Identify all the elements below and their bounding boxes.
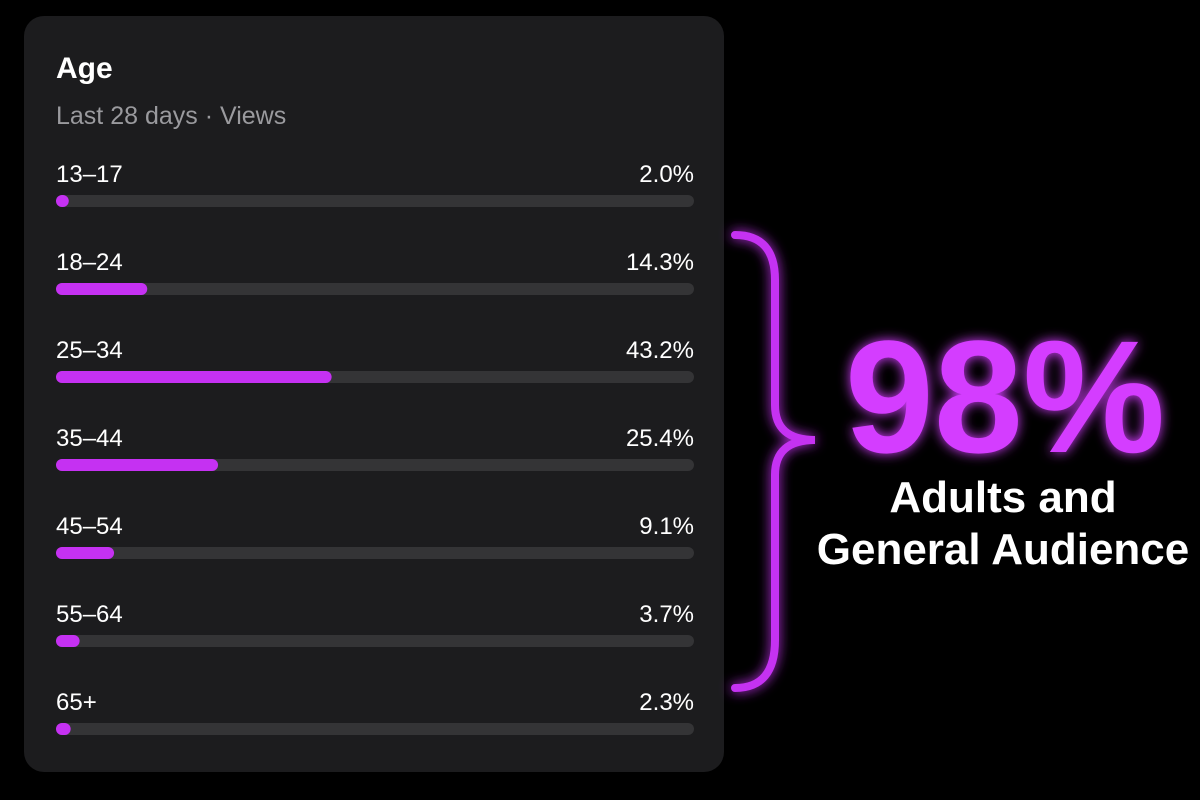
bar-track [56, 195, 694, 207]
value-label: 25.4% [626, 425, 694, 452]
row-label: 55–64 [56, 601, 123, 628]
value-label: 3.7% [639, 601, 694, 628]
bar-track [56, 635, 694, 647]
row-label: 25–34 [56, 337, 123, 364]
value-label: 14.3% [626, 249, 694, 276]
row-label: 18–24 [56, 249, 123, 276]
row-label: 35–44 [56, 425, 123, 452]
card-title: Age [56, 52, 113, 85]
value-label: 2.3% [639, 689, 694, 716]
callout-line: Adults and [889, 473, 1116, 522]
bar [56, 371, 332, 383]
bar [56, 635, 80, 647]
row-label: 13–17 [56, 161, 123, 188]
bar-track [56, 547, 694, 559]
card-subtitle: Last 28 days · Views [56, 102, 286, 130]
value-label: 2.0% [639, 161, 694, 188]
value-label: 43.2% [626, 337, 694, 364]
bar [56, 283, 148, 295]
value-label: 9.1% [639, 513, 694, 540]
callout-line: General Audience [817, 525, 1190, 574]
bar-track [56, 283, 694, 295]
bar [56, 459, 219, 471]
bar [56, 547, 115, 559]
row-label: 45–54 [56, 513, 123, 540]
rows: 13–17 2.0% 18–24 14.3% 25–34 43.2% 35–44 25.4% 4… [56, 161, 694, 735]
bar [56, 723, 71, 735]
row-label: 65+ [56, 689, 97, 716]
bar [56, 195, 69, 207]
bar-track [56, 723, 694, 735]
callout-headline: 98% [845, 307, 1165, 486]
bracket [731, 231, 816, 692]
